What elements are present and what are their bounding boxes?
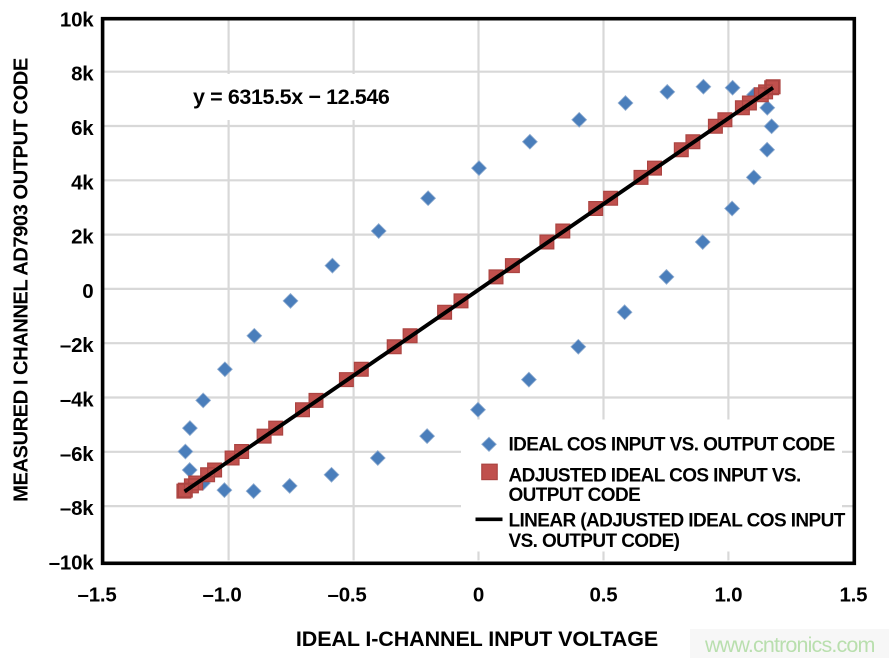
svg-text:ADJUSTED IDEAL COS INPUT VS.: ADJUSTED IDEAL COS INPUT VS. (509, 465, 801, 486)
svg-text:y = 6315.5x − 12.546: y = 6315.5x − 12.546 (193, 85, 390, 109)
svg-text:0: 0 (82, 280, 93, 303)
svg-text:–2k: –2k (60, 334, 94, 357)
svg-text:www.cntronics.com: www.cntronics.com (704, 633, 875, 657)
svg-text:–8k: –8k (60, 497, 94, 520)
svg-text:0: 0 (473, 584, 484, 607)
svg-text:MEASURED I CHANNEL AD7903 OUTP: MEASURED I CHANNEL AD7903 OUTPUT CODE (11, 58, 33, 502)
svg-text:10k: 10k (60, 8, 94, 31)
svg-text:8k: 8k (71, 63, 94, 86)
svg-text:OUTPUT CODE: OUTPUT CODE (509, 485, 641, 506)
svg-text:4k: 4k (71, 171, 94, 194)
svg-text:2k: 2k (71, 226, 94, 249)
svg-text:6k: 6k (71, 117, 94, 140)
svg-text:–6k: –6k (60, 443, 94, 466)
svg-text:–10k: –10k (49, 551, 95, 574)
svg-text:–1.5: –1.5 (78, 584, 117, 607)
svg-text:1.0: 1.0 (714, 584, 742, 607)
svg-text:–4k: –4k (60, 389, 94, 412)
svg-text:VS. OUTPUT CODE): VS. OUTPUT CODE) (509, 531, 680, 552)
svg-text:1.5: 1.5 (839, 584, 867, 607)
svg-text:0.5: 0.5 (590, 584, 618, 607)
svg-text:IDEAL COS INPUT VS. OUTPUT COD: IDEAL COS INPUT VS. OUTPUT CODE (509, 435, 835, 456)
svg-text:LINEAR (ADJUSTED IDEAL COS INP: LINEAR (ADJUSTED IDEAL COS INPUT (509, 510, 846, 531)
svg-text:–0.5: –0.5 (328, 584, 367, 607)
svg-text:IDEAL I-CHANNEL INPUT VOLTAGE: IDEAL I-CHANNEL INPUT VOLTAGE (296, 627, 658, 651)
svg-text:–1.0: –1.0 (203, 584, 242, 607)
